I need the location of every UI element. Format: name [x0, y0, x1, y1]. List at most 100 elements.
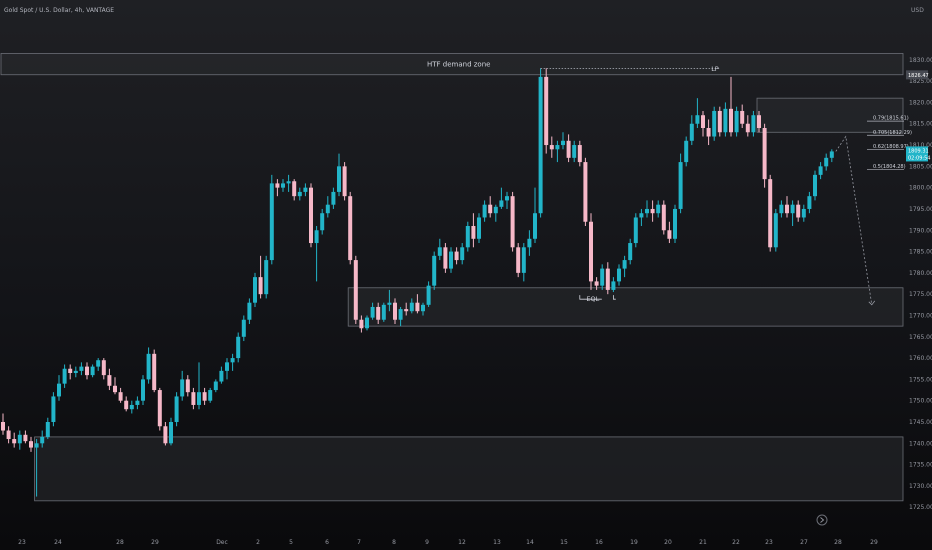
candle-body [589, 221, 593, 282]
candle-body [605, 268, 610, 290]
candle-body [689, 123, 694, 141]
candle-body [572, 145, 577, 158]
candle-body [309, 187, 313, 244]
candle [90, 364, 95, 378]
time-axis[interactable]: 23 24 28 29 Dec 2 5 6 7 8 9 12 13 14 15 16 19 20 21 22 23 27 2… [18, 539, 878, 546]
candle-body [633, 217, 638, 244]
candle [633, 213, 638, 248]
candle [829, 149, 834, 163]
candle-body [118, 392, 123, 401]
x-tick-label: 27 [800, 539, 808, 546]
candle-body [555, 145, 560, 150]
candle-body [701, 115, 705, 128]
candle [589, 213, 593, 290]
candle-layer [1, 68, 834, 497]
candle [34, 439, 39, 497]
x-tick-label: 29 [870, 539, 878, 546]
candle [292, 179, 297, 201]
x-tick-label: 13 [493, 539, 501, 546]
candle-body [639, 213, 644, 218]
x-tick-label: 14 [526, 539, 534, 546]
candle-body [656, 204, 661, 214]
candle [23, 430, 28, 444]
candle [281, 179, 285, 192]
candle-body [297, 191, 302, 197]
candle-body [757, 115, 761, 128]
y-tick-label: 1735.00 [909, 462, 932, 469]
candle-body [421, 304, 425, 312]
zone-box [347, 287, 904, 327]
candle [824, 153, 829, 171]
candle-body [768, 179, 773, 248]
candle [667, 221, 672, 244]
candle [45, 417, 50, 440]
y-tick-label: 1830.00 [909, 57, 932, 64]
candle [549, 136, 554, 158]
eql-label: EQL [586, 295, 599, 303]
candle [600, 264, 605, 290]
candle-body [426, 285, 431, 305]
y-tick-label: 1745.00 [909, 419, 932, 426]
candle [398, 306, 403, 327]
candle [79, 362, 84, 376]
candle-body [253, 277, 257, 303]
candle-body [129, 404, 134, 410]
candle-body [404, 309, 409, 312]
candle [85, 362, 89, 380]
candle [230, 353, 235, 371]
candle [533, 187, 537, 244]
candle-body [68, 368, 73, 373]
price-axis[interactable]: 1830.00 1825.00 1820.00 1815.00 1810.00 1805.… [909, 57, 932, 511]
candle-body [801, 208, 806, 218]
candle [141, 375, 145, 405]
candle-body [163, 426, 168, 444]
candle [359, 315, 364, 333]
candle-body [141, 379, 145, 401]
candle-body [241, 319, 246, 337]
candle-body [409, 302, 414, 312]
projection-arrowhead [868, 300, 876, 306]
candle-body [73, 370, 78, 373]
candle-body [219, 370, 224, 382]
candle [157, 387, 162, 431]
candle [146, 347, 151, 384]
candle-body [376, 306, 381, 320]
y-tick-label: 1810.00 [909, 142, 932, 149]
candle-body [488, 204, 493, 214]
candle [729, 76, 733, 137]
y-tick-label: 1825.00 [909, 78, 932, 85]
candle-body [712, 110, 717, 137]
candle [650, 200, 655, 222]
candle-body [622, 260, 627, 269]
replay-icon[interactable] [816, 514, 828, 526]
y-tick-label: 1725.00 [909, 504, 932, 511]
candle [213, 379, 218, 393]
candle-body [829, 151, 834, 158]
candle-body [796, 204, 801, 218]
candle [773, 208, 778, 252]
candle-body [661, 204, 666, 231]
y-tick-label: 1775.00 [909, 291, 932, 298]
candle [404, 302, 409, 316]
candle [96, 358, 101, 371]
candle-body [499, 200, 504, 207]
x-tick-label: 2 [256, 539, 260, 546]
y-tick-label: 1760.00 [909, 355, 932, 362]
candle-body [561, 140, 565, 146]
candle [617, 264, 621, 286]
candle [465, 221, 470, 252]
candle-body [57, 383, 61, 397]
candle [253, 272, 257, 307]
candle [325, 196, 330, 218]
candle-body [734, 110, 739, 133]
candle-body [146, 353, 151, 380]
candle [185, 375, 190, 397]
candle-body [751, 115, 756, 133]
candle-body [45, 422, 50, 437]
candle-body [40, 436, 45, 444]
x-tick-label: 21 [699, 539, 707, 546]
candle [169, 417, 173, 446]
candle-body [1, 422, 5, 431]
x-tick-label: 6 [325, 539, 329, 546]
